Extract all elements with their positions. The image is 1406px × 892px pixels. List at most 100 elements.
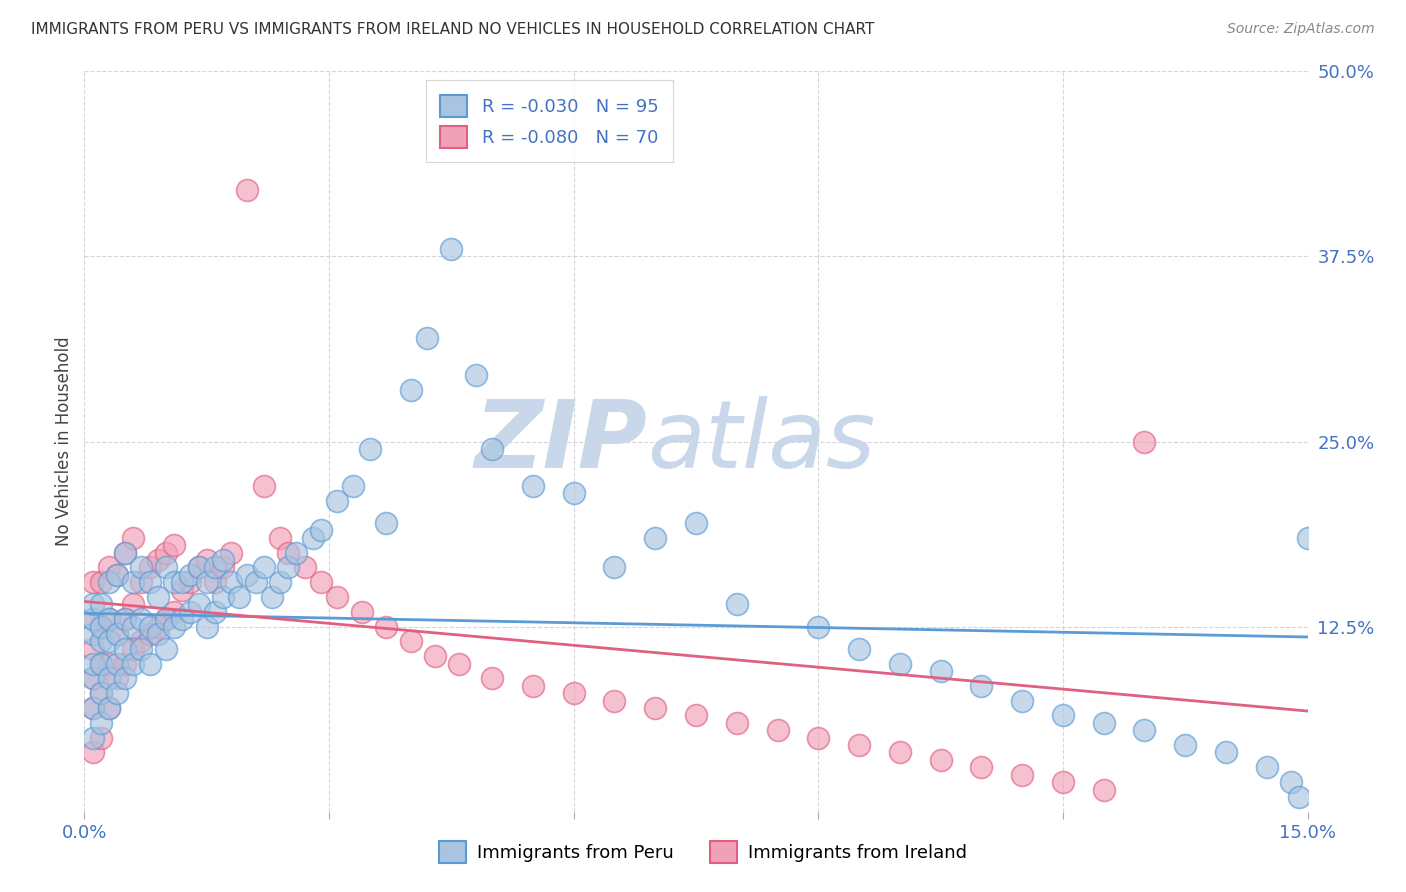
Point: [1092, 782, 1115, 797]
Point: [97, 634, 120, 648]
Point: [122, 619, 145, 633]
Point: [163, 605, 186, 619]
Text: IMMIGRANTS FROM PERU VS IMMIGRANTS FROM IRELAND NO VEHICLES IN HOUSEHOLD CORRELA: IMMIGRANTS FROM PERU VS IMMIGRANTS FROM …: [31, 22, 875, 37]
Point: [163, 619, 186, 633]
Point: [350, 605, 373, 619]
Point: [807, 619, 830, 633]
Point: [766, 723, 789, 738]
Point: [522, 479, 544, 493]
Point: [97, 701, 120, 715]
Point: [90, 657, 112, 671]
Point: [90, 657, 112, 671]
Point: [90, 619, 112, 633]
Point: [138, 575, 160, 590]
Point: [155, 612, 177, 626]
Point: [122, 657, 145, 671]
Point: [195, 575, 218, 590]
Point: [82, 701, 104, 715]
Point: [163, 538, 186, 552]
Point: [114, 641, 136, 656]
Point: [97, 612, 120, 626]
Point: [285, 546, 308, 560]
Point: [97, 612, 120, 626]
Point: [187, 560, 209, 574]
Point: [603, 560, 626, 574]
Point: [138, 619, 160, 633]
Point: [416, 331, 439, 345]
Point: [889, 746, 911, 760]
Point: [1133, 723, 1156, 738]
Point: [187, 598, 209, 612]
Point: [562, 686, 585, 700]
Point: [82, 641, 104, 656]
Point: [301, 531, 323, 545]
Point: [131, 575, 153, 590]
Point: [204, 560, 226, 574]
Point: [1174, 738, 1197, 752]
Point: [1296, 531, 1319, 545]
Point: [219, 575, 242, 590]
Point: [155, 612, 177, 626]
Point: [146, 627, 169, 641]
Point: [105, 567, 128, 582]
Point: [326, 590, 349, 604]
Point: [82, 627, 104, 641]
Point: [90, 619, 112, 633]
Point: [82, 612, 104, 626]
Point: [114, 546, 136, 560]
Point: [82, 746, 104, 760]
Point: [236, 183, 259, 197]
Point: [105, 627, 128, 641]
Point: [179, 567, 201, 582]
Point: [146, 619, 169, 633]
Point: [929, 753, 952, 767]
Point: [481, 442, 503, 456]
Point: [423, 649, 446, 664]
Point: [114, 546, 136, 560]
Point: [97, 560, 120, 574]
Point: [481, 672, 503, 686]
Point: [90, 686, 112, 700]
Point: [82, 657, 104, 671]
Point: [399, 383, 422, 397]
Point: [1133, 434, 1156, 449]
Point: [131, 612, 153, 626]
Point: [195, 553, 218, 567]
Point: [82, 701, 104, 715]
Point: [131, 560, 153, 574]
Point: [685, 516, 707, 530]
Text: Source: ZipAtlas.com: Source: ZipAtlas.com: [1227, 22, 1375, 37]
Point: [179, 605, 201, 619]
Point: [204, 605, 226, 619]
Point: [114, 672, 136, 686]
Point: [929, 664, 952, 678]
Point: [82, 731, 104, 745]
Point: [195, 619, 218, 633]
Point: [82, 598, 104, 612]
Point: [685, 708, 707, 723]
Point: [236, 567, 259, 582]
Point: [889, 657, 911, 671]
Point: [326, 493, 349, 508]
Point: [138, 627, 160, 641]
Point: [1256, 760, 1278, 774]
Point: [1288, 789, 1310, 804]
Point: [105, 686, 128, 700]
Point: [105, 567, 128, 582]
Point: [848, 738, 870, 752]
Point: [260, 590, 283, 604]
Point: [90, 575, 112, 590]
Point: [245, 575, 267, 590]
Text: ZIP: ZIP: [474, 395, 647, 488]
Point: [253, 479, 276, 493]
Point: [138, 657, 160, 671]
Point: [440, 242, 463, 256]
Point: [277, 546, 299, 560]
Point: [1052, 708, 1074, 723]
Point: [725, 598, 748, 612]
Point: [204, 575, 226, 590]
Point: [131, 634, 153, 648]
Point: [725, 715, 748, 730]
Point: [375, 619, 398, 633]
Point: [179, 575, 201, 590]
